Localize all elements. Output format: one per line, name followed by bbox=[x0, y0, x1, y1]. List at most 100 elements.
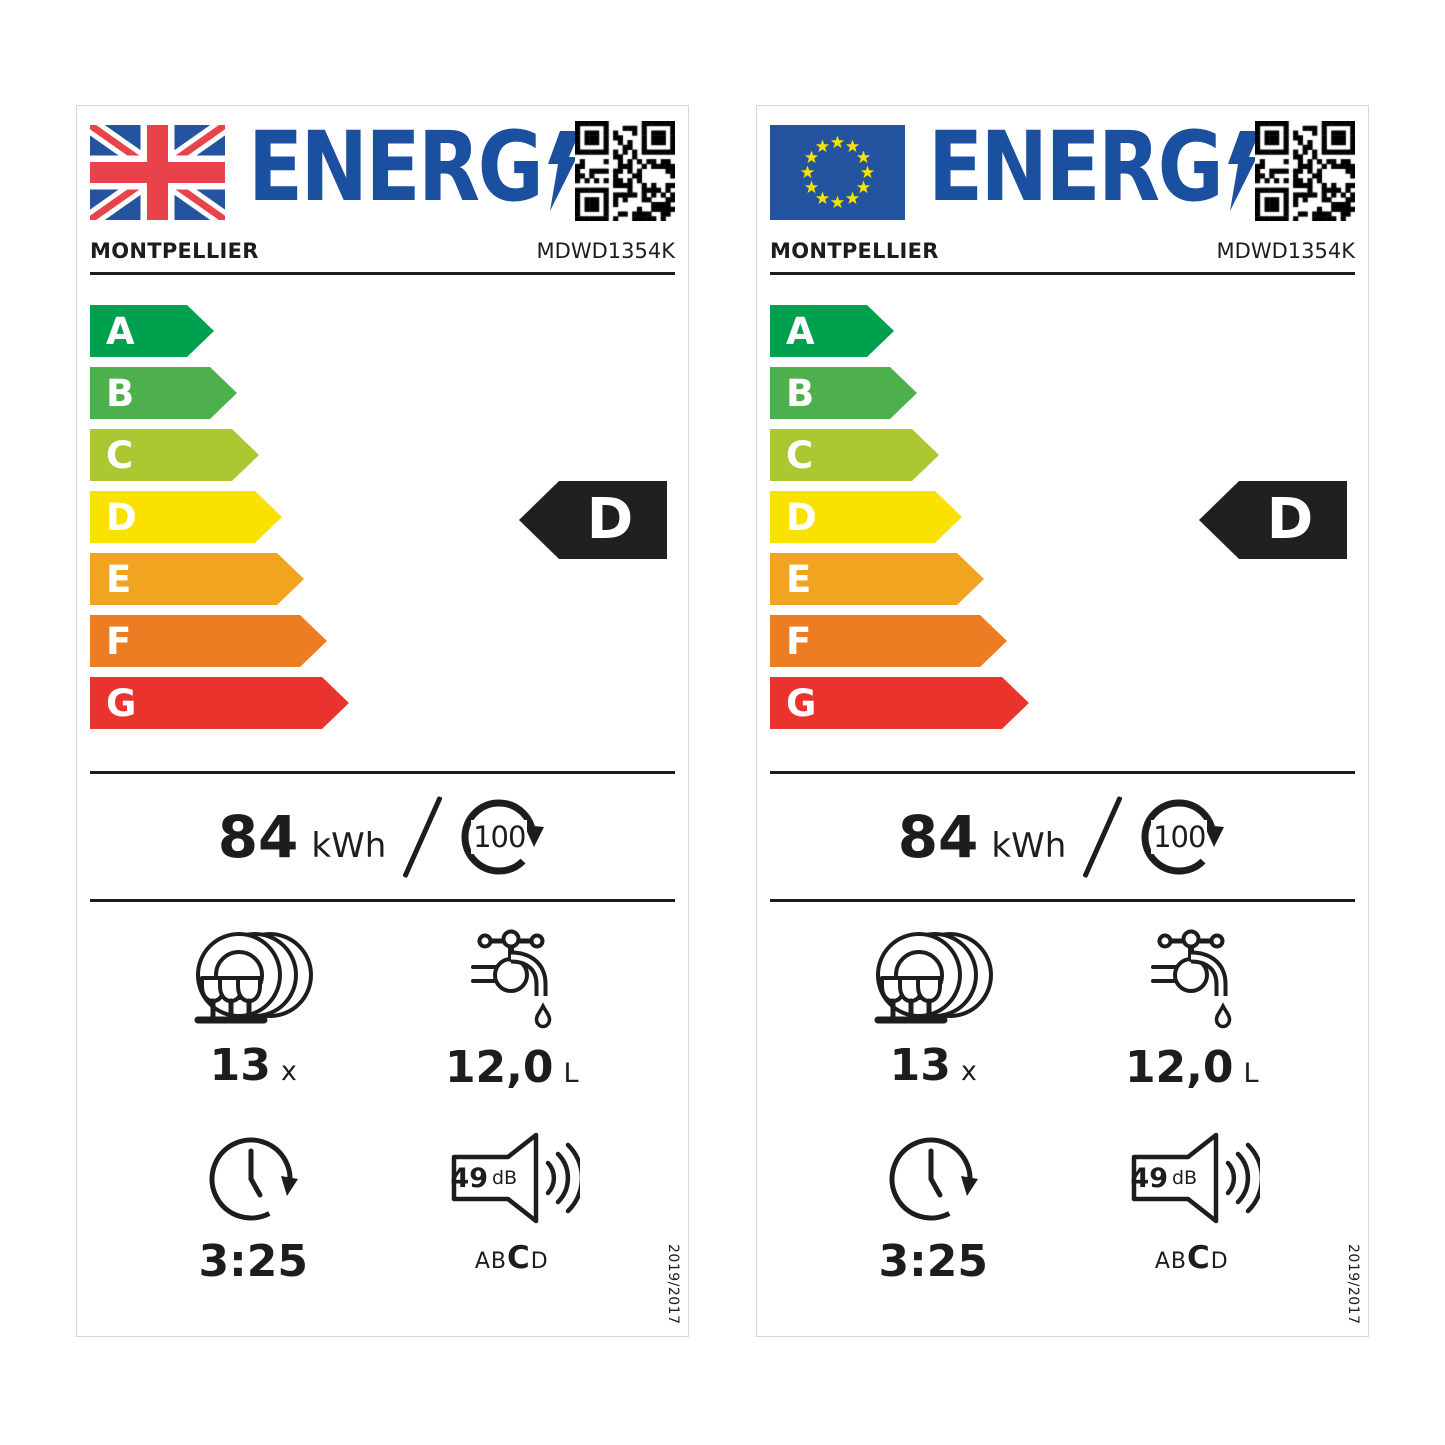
place-settings-cell: 13 x bbox=[124, 928, 383, 1092]
water-tap-icon bbox=[1139, 928, 1245, 1036]
energy-class-letter: F bbox=[106, 619, 132, 663]
water-value: 12,0 bbox=[444, 1042, 554, 1093]
place-settings-icon bbox=[190, 928, 316, 1034]
noise-class-scale: AB C D bbox=[1155, 1240, 1229, 1276]
energy-class-letter: C bbox=[106, 433, 134, 477]
energy-logo: ENERG bbox=[905, 111, 1255, 223]
clock-icon bbox=[201, 1126, 305, 1230]
model-number: MDWD1354K bbox=[536, 239, 675, 263]
energy-class-bar-a: A bbox=[90, 305, 214, 357]
energy-class-letter: F bbox=[786, 619, 812, 663]
cycles-count: 100 bbox=[1151, 819, 1208, 854]
uk-flag bbox=[90, 125, 225, 220]
rated-class-arrow: D bbox=[1199, 481, 1347, 559]
rated-class-letter: D bbox=[1266, 487, 1314, 552]
energy-class-letter: C bbox=[786, 433, 814, 477]
energy-class-letter: G bbox=[106, 681, 137, 725]
energy-class-letter: E bbox=[786, 557, 812, 601]
place-settings-icon bbox=[870, 928, 996, 1034]
noise-value: 49 bbox=[450, 1162, 488, 1194]
pictogram-grid: 13 x 12,0 L 3:25 bbox=[90, 928, 675, 1287]
cycles-count: 100 bbox=[471, 819, 528, 854]
model-number: MDWD1354K bbox=[1216, 239, 1355, 263]
rated-class-letter: D bbox=[586, 487, 634, 552]
brand-name: MONTPELLIER bbox=[90, 239, 259, 263]
energy-logo: ENERG bbox=[225, 111, 575, 223]
water-consumption-cell: 12,0 L bbox=[1063, 928, 1322, 1092]
per-slash bbox=[402, 795, 443, 878]
energy-class-bar-d: D bbox=[770, 491, 962, 543]
divider bbox=[90, 899, 675, 902]
energy-class-bar-e: E bbox=[770, 553, 984, 605]
clock-icon bbox=[881, 1126, 985, 1230]
per-100-cycles-icon: 100 bbox=[451, 789, 547, 885]
noise-scale-pre: AB bbox=[1154, 1249, 1187, 1275]
energy-consumption-value: 84 bbox=[217, 802, 299, 871]
energy-class-bar-d: D bbox=[90, 491, 282, 543]
water-tap-icon bbox=[459, 928, 565, 1036]
qr-code bbox=[1255, 121, 1355, 221]
energy-class-letter: D bbox=[106, 495, 137, 539]
per-slash bbox=[1082, 795, 1123, 878]
uk-energy-label: ENERG MONTPELLIER MDWD1354K A B C D E F … bbox=[76, 105, 689, 1337]
noise-scale-pre: AB bbox=[474, 1249, 507, 1275]
energy-consumption-row: 84 kWh 100 bbox=[90, 774, 675, 899]
noise-scale-current: C bbox=[506, 1240, 531, 1277]
noise-value: 49 bbox=[1130, 1162, 1168, 1194]
eu-energy-label: ENERG MONTPELLIER MDWD1354K A B C D E F … bbox=[756, 105, 1369, 1337]
duration-value: 3:25 bbox=[878, 1236, 988, 1288]
page: ENERG MONTPELLIER MDWD1354K A B C D E F … bbox=[76, 105, 1369, 1337]
energy-consumption-unit: kWh bbox=[311, 825, 387, 866]
duration-cell: 3:25 bbox=[124, 1126, 383, 1286]
energy-class-letter: B bbox=[786, 371, 815, 415]
brand-name: MONTPELLIER bbox=[770, 239, 939, 263]
place-settings-value: 13 bbox=[889, 1040, 951, 1091]
noise-scale-post: D bbox=[1210, 1249, 1229, 1275]
energy-logo-text: ENERG bbox=[248, 111, 544, 223]
noise-scale-current: C bbox=[1186, 1240, 1211, 1277]
energy-class-bar-g: G bbox=[770, 677, 1029, 729]
water-consumption-cell: 12,0 L bbox=[383, 928, 642, 1092]
place-settings-cell: 13 x bbox=[804, 928, 1063, 1092]
place-settings-unit: x bbox=[960, 1056, 977, 1087]
noise-speaker-icon: 49 dB bbox=[444, 1126, 580, 1230]
eu-flag bbox=[770, 125, 905, 220]
energy-class-letter: A bbox=[106, 309, 135, 353]
energy-class-letter: B bbox=[106, 371, 135, 415]
energy-class-bar-e: E bbox=[90, 553, 304, 605]
energy-class-bar-a: A bbox=[770, 305, 894, 357]
noise-cell: 49 dB AB C D bbox=[1063, 1126, 1322, 1286]
qr-code bbox=[575, 121, 675, 221]
noise-class-scale: AB C D bbox=[475, 1240, 549, 1276]
energy-class-letter: G bbox=[786, 681, 817, 725]
water-unit: L bbox=[1243, 1058, 1259, 1089]
water-unit: L bbox=[563, 1058, 579, 1089]
duration-value: 3:25 bbox=[198, 1236, 308, 1288]
rated-class-arrow: D bbox=[519, 481, 667, 559]
noise-unit: dB bbox=[491, 1167, 518, 1190]
energy-consumption-row: 84 kWh 100 bbox=[770, 774, 1355, 899]
energy-class-bar-g: G bbox=[90, 677, 349, 729]
energy-class-bar-c: C bbox=[770, 429, 939, 481]
energy-class-bar-f: F bbox=[90, 615, 327, 667]
divider bbox=[90, 771, 675, 774]
label-header: ENERG bbox=[770, 111, 1355, 223]
regulation-reference: 2019/2017 bbox=[1345, 1243, 1361, 1324]
noise-scale-post: D bbox=[530, 1249, 549, 1275]
noise-unit: dB bbox=[1171, 1167, 1198, 1190]
brand-row: MONTPELLIER MDWD1354K bbox=[770, 239, 1355, 275]
energy-class-letter: D bbox=[786, 495, 817, 539]
noise-cell: 49 dB AB C D bbox=[383, 1126, 642, 1286]
brand-row: MONTPELLIER MDWD1354K bbox=[90, 239, 675, 275]
energy-class-bar-f: F bbox=[770, 615, 1007, 667]
energy-consumption: 84 kWh bbox=[218, 803, 387, 871]
energy-logo-text: ENERG bbox=[928, 111, 1224, 223]
pictogram-grid: 13 x 12,0 L 3:25 bbox=[770, 928, 1355, 1287]
energy-consumption-unit: kWh bbox=[991, 825, 1067, 866]
per-100-cycles-icon: 100 bbox=[1131, 789, 1227, 885]
place-settings-value: 13 bbox=[209, 1040, 271, 1091]
energy-class-letter: E bbox=[106, 557, 132, 601]
regulation-reference: 2019/2017 bbox=[665, 1243, 681, 1324]
energy-class-bar-b: B bbox=[770, 367, 917, 419]
energy-class-scale: A B C D E F G D bbox=[90, 305, 675, 732]
